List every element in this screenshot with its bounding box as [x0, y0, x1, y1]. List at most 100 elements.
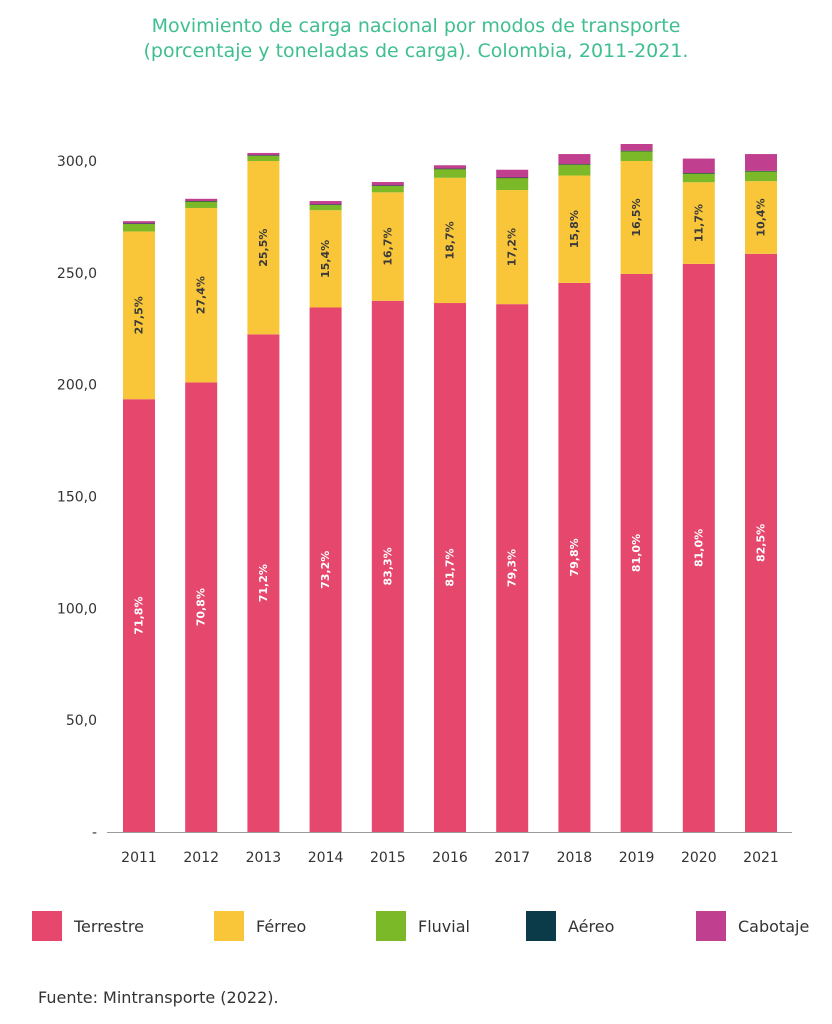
y-tick-label: - — [92, 825, 97, 841]
bar-segment-terrestre-2019 — [620, 273, 653, 832]
x-tick-label: 2020 — [681, 850, 717, 866]
data-label-terrestre-2014: 73,2% — [319, 551, 332, 589]
bar-segment-ferreo-2014 — [309, 210, 342, 308]
y-tick-label: 250,0 — [57, 266, 97, 282]
bar-segment-fluvial-2014 — [309, 204, 342, 211]
data-label-terrestre-2013: 71,2% — [257, 564, 270, 602]
legend-swatch-fluvial — [376, 911, 406, 941]
bar-segment-ferreo-2011 — [123, 231, 155, 400]
legend-item-terrestre: Terrestre — [32, 910, 144, 942]
bar-segment-aereo-2021 — [745, 170, 777, 172]
bar-segment-terrestre-2017 — [496, 304, 529, 832]
x-tick-label: 2014 — [308, 850, 344, 866]
bar-segment-cabotaje-2017 — [496, 169, 529, 178]
x-tick-label: 2016 — [432, 850, 468, 866]
bar-segment-aereo-2014 — [309, 204, 342, 205]
bar-segment-ferreo-2012 — [185, 207, 218, 383]
bar-segment-fluvial-2021 — [745, 171, 777, 182]
bar-segment-aereo-2020 — [682, 173, 715, 174]
data-label-ferreo-2015: 16,7% — [381, 227, 394, 265]
bar-segment-ferreo-2020 — [682, 182, 715, 264]
x-tick-label: 2011 — [121, 850, 157, 866]
bar-segment-cabotaje-2018 — [558, 154, 591, 165]
bar-segment-cabotaje-2012 — [185, 198, 218, 202]
bar-segment-aereo-2011 — [123, 223, 155, 225]
x-tick-label: 2019 — [619, 850, 655, 866]
legend-label-ferreo: Férreo — [256, 916, 307, 936]
bar-segment-cabotaje-2011 — [123, 221, 155, 224]
bar-segment-fluvial-2020 — [682, 173, 715, 183]
bar-segment-aereo-2019 — [620, 150, 653, 152]
data-label-ferreo-2012: 27,4% — [195, 276, 208, 314]
legend-item-fluvial: Fluvial — [376, 910, 470, 942]
x-tick-label: 2018 — [557, 850, 593, 866]
bar-segment-fluvial-2017 — [496, 177, 529, 191]
bar-segment-aereo-2012 — [185, 201, 218, 202]
bar-segment-fluvial-2018 — [558, 164, 591, 176]
y-tick-label: 150,0 — [57, 490, 97, 506]
y-tick-label: 300,0 — [57, 154, 97, 170]
bar-segment-terrestre-2011 — [123, 399, 155, 832]
bar-segment-ferreo-2017 — [496, 190, 529, 305]
bar-segment-ferreo-2019 — [620, 161, 653, 274]
data-label-terrestre-2019: 81,0% — [630, 534, 643, 572]
legend-item-aereo: Aéreo — [526, 910, 614, 942]
bar-segment-cabotaje-2013 — [247, 152, 280, 156]
chart-title-line-2: (porcentaje y toneladas de carga). Colom… — [143, 40, 689, 62]
bar-segment-aereo-2015 — [371, 185, 404, 186]
data-label-ferreo-2017: 17,2% — [506, 228, 519, 266]
data-label-terrestre-2016: 81,7% — [444, 548, 457, 586]
legend-item-ferreo: Férreo — [214, 910, 306, 942]
legend-swatch-ferreo — [214, 911, 244, 941]
bar-segment-terrestre-2020 — [682, 263, 715, 832]
bar-segment-aereo-2016 — [434, 168, 466, 170]
bar-segment-terrestre-2012 — [185, 382, 218, 832]
data-label-ferreo-2018: 15,8% — [568, 210, 581, 248]
data-label-ferreo-2020: 11,7% — [692, 204, 705, 242]
bar-segment-aereo-2017 — [496, 177, 529, 179]
y-tick-label: 200,0 — [57, 378, 97, 394]
x-tick-label: 2021 — [743, 850, 779, 866]
bar-segment-terrestre-2021 — [745, 253, 777, 833]
bar-segment-aereo-2013 — [247, 155, 280, 156]
data-label-terrestre-2011: 71,8% — [133, 597, 146, 635]
bar-segment-ferreo-2013 — [247, 161, 280, 335]
bar-segment-fluvial-2019 — [620, 150, 653, 161]
bar-segment-fluvial-2012 — [185, 201, 218, 208]
stacked-bar-chart: - 50,0 100,0 150,0 200,0 250,0 300,0 71,8% 27,5%… — [57, 144, 792, 866]
legend-label-aereo: Aéreo — [568, 916, 615, 936]
chart-title-line-1: Movimiento de carga nacional por modos d… — [151, 15, 681, 37]
bar-segment-fluvial-2013 — [247, 155, 280, 161]
legend-label-terrestre: Terrestre — [74, 916, 144, 936]
y-tick-label: 100,0 — [57, 601, 97, 617]
bar-segment-ferreo-2018 — [558, 175, 591, 283]
legend: Terrestre Férreo Fluvial Aéreo Cabotaje — [32, 910, 822, 944]
data-label-terrestre-2012: 70,8% — [195, 588, 208, 626]
bar-segment-cabotaje-2014 — [309, 201, 342, 205]
bar-segment-cabotaje-2019 — [620, 144, 653, 151]
x-tick-label: 2017 — [494, 850, 530, 866]
legend-swatch-aereo — [526, 911, 556, 941]
data-label-ferreo-2016: 18,7% — [444, 221, 457, 259]
chart-title: Movimiento de carga nacional por modos d… — [0, 14, 832, 64]
data-label-terrestre-2021: 82,5% — [755, 524, 768, 562]
data-label-terrestre-2017: 79,3% — [506, 549, 519, 587]
y-tick-label: 50,0 — [66, 713, 97, 729]
legend-swatch-cabotaje — [696, 911, 726, 941]
bar-segment-terrestre-2016 — [434, 303, 466, 832]
data-label-ferreo-2013: 25,5% — [257, 229, 270, 267]
legend-swatch-terrestre — [32, 911, 62, 941]
bar-segment-terrestre-2018 — [558, 282, 591, 833]
bar-segment-fluvial-2011 — [123, 223, 155, 232]
bar-segment-ferreo-2016 — [434, 177, 466, 304]
bar-segment-ferreo-2015 — [371, 192, 404, 301]
data-label-terrestre-2015: 83,3% — [381, 547, 394, 585]
bar-segment-ferreo-2021 — [745, 181, 777, 254]
data-label-ferreo-2011: 27,5% — [133, 296, 146, 334]
data-label-ferreo-2021: 10,4% — [755, 198, 768, 236]
data-label-ferreo-2019: 16,5% — [630, 198, 643, 236]
bar-segment-fluvial-2016 — [434, 168, 466, 178]
data-label-terrestre-2018: 79,8% — [568, 538, 581, 576]
bar-segment-terrestre-2015 — [371, 300, 404, 833]
legend-label-fluvial: Fluvial — [418, 916, 470, 936]
